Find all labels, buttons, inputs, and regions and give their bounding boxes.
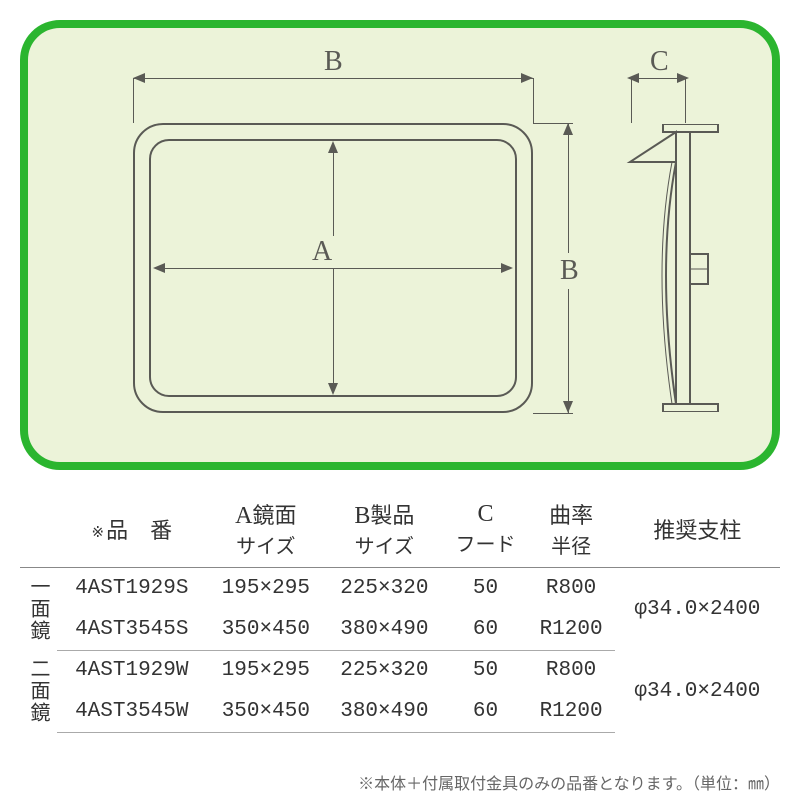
cell-pn: 4AST1929W: [57, 650, 207, 691]
dim-B-top-ext2: [533, 78, 534, 123]
dim-C-ext2: [685, 78, 686, 123]
hdr-B-line2: サイズ: [329, 530, 440, 559]
hdr-C-letter: C: [477, 501, 493, 527]
cell-r: R1200: [527, 691, 614, 732]
cell-a: 350×450: [207, 691, 326, 732]
dim-A-h-arrow-right: [501, 263, 513, 273]
hdr-B-letter: B: [354, 503, 370, 529]
label-C: C: [650, 46, 669, 78]
hdr-partno: ※品 番: [57, 490, 207, 568]
diagram-inner: B A B C: [28, 28, 772, 462]
spec-table: ※品 番 A鏡面 サイズ B製品 サイズ C フード 曲率 半径: [20, 490, 780, 733]
cell-c: 60: [444, 691, 528, 732]
cell-post-2: φ34.0×2400: [615, 650, 780, 732]
mirror-side-view: [618, 124, 728, 412]
cell-pn: 4AST3545S: [57, 609, 207, 650]
group-label-2: 二面鏡: [20, 650, 57, 732]
cell-r: R1200: [527, 609, 614, 650]
cell-a: 195×295: [207, 568, 326, 609]
cell-c: 50: [444, 650, 528, 691]
hdr-A-letter: A: [235, 503, 252, 529]
dim-B-top-arrow-right: [521, 73, 533, 83]
dim-B-side-arrow-down: [563, 401, 573, 413]
cell-r: R800: [527, 568, 614, 609]
label-B-side: B: [560, 253, 579, 289]
cell-r: R800: [527, 650, 614, 691]
dim-C-arrow-left: [627, 73, 639, 83]
hdr-post: 推奨支柱: [615, 490, 780, 568]
cell-a: 195×295: [207, 650, 326, 691]
group-label-1: 一面鏡: [20, 568, 57, 651]
hdr-hood: C フード: [444, 490, 528, 568]
hdr-C-line2: フード: [448, 528, 524, 557]
cell-b: 225×320: [325, 650, 444, 691]
dim-B-side-arrow-up: [563, 123, 573, 135]
dim-B-top-line: [133, 78, 533, 79]
hdr-A-sub: 鏡面: [252, 503, 296, 528]
dim-B-side-ext2: [533, 413, 573, 414]
label-B-top: B: [324, 46, 343, 78]
dim-B-top-arrow-left: [133, 73, 145, 83]
dim-A-v-arrow-down: [328, 383, 338, 395]
hdr-radius: 曲率 半径: [527, 490, 614, 568]
cell-c: 50: [444, 568, 528, 609]
table-header-row: ※品 番 A鏡面 サイズ B製品 サイズ C フード 曲率 半径: [20, 490, 780, 568]
cell-a: 350×450: [207, 609, 326, 650]
dim-B-side-ext1: [533, 123, 573, 124]
dim-A-v-arrow-up: [328, 141, 338, 153]
cell-pn: 4AST3545W: [57, 691, 207, 732]
table-row: 二面鏡 4AST1929W 195×295 225×320 50 R800 φ3…: [20, 650, 780, 691]
cell-c: 60: [444, 609, 528, 650]
hdr-partno-label: 品 番: [106, 518, 172, 543]
side-view-svg: [618, 124, 728, 412]
hdr-R-sub: 曲率: [549, 503, 593, 528]
hdr-B-sub: 製品: [370, 503, 414, 528]
dim-A-h-arrow-left: [153, 263, 165, 273]
dim-A-v-line: [333, 145, 334, 391]
cell-b: 225×320: [325, 568, 444, 609]
footnote: ※本体＋付属取付金具のみの品番となります。（単位：㎜）: [358, 770, 780, 794]
cell-post-1: φ34.0×2400: [615, 568, 780, 651]
cell-b: 380×490: [325, 691, 444, 732]
diagram-panel: B A B C: [20, 20, 780, 470]
hdr-sizeA: A鏡面 サイズ: [207, 490, 326, 568]
hdr-sizeB: B製品 サイズ: [325, 490, 444, 568]
cell-pn: 4AST1929S: [57, 568, 207, 609]
hdr-R-line2: 半径: [531, 530, 610, 559]
mirror-front-view: A: [133, 123, 533, 413]
dim-C-ext1: [631, 78, 632, 123]
label-A: A: [308, 236, 336, 268]
spec-table-grid: ※品 番 A鏡面 サイズ B製品 サイズ C フード 曲率 半径: [20, 490, 780, 733]
table-row: 一面鏡 4AST1929S 195×295 225×320 50 R800 φ3…: [20, 568, 780, 609]
hdr-mark: ※: [91, 525, 104, 541]
dim-C-arrow-right: [677, 73, 689, 83]
cell-b: 380×490: [325, 609, 444, 650]
hdr-A-line2: サイズ: [211, 530, 322, 559]
dim-B-top-ext1: [133, 78, 134, 123]
